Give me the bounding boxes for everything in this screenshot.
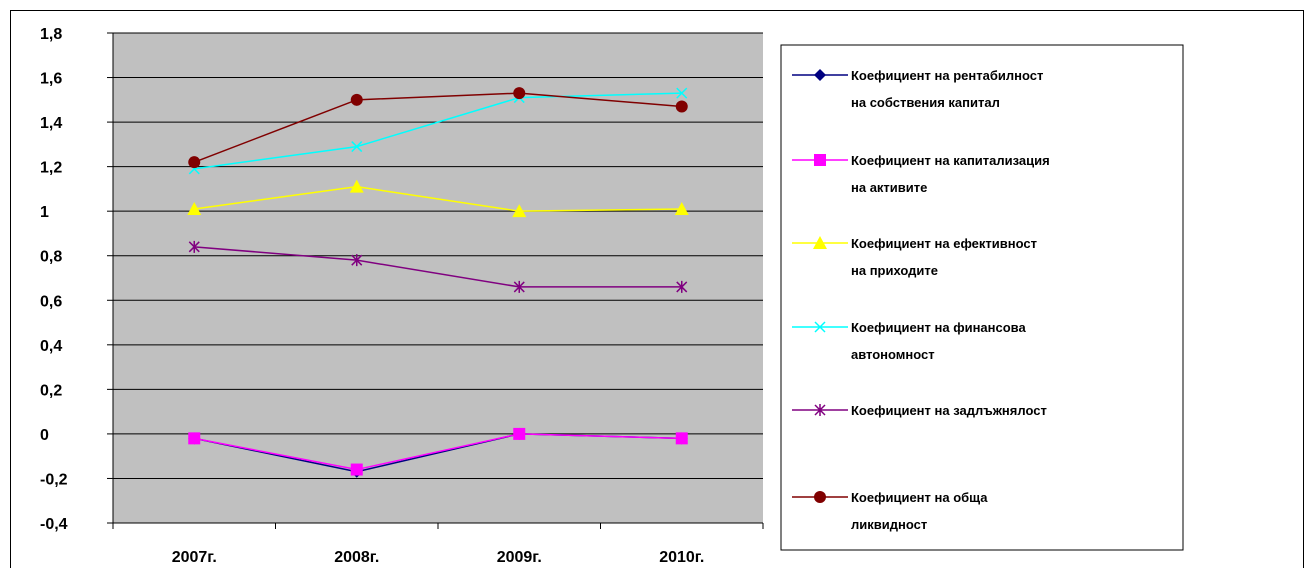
- data-point: [513, 427, 526, 440]
- legend-marker: [813, 236, 827, 249]
- legend-marker: [814, 491, 826, 503]
- legend-label: Коефициент на капитализация: [851, 153, 1050, 168]
- legend: [780, 44, 1184, 551]
- legend-label: автономност: [851, 347, 935, 362]
- data-point: [351, 254, 363, 267]
- y-tick-label: 0,2: [40, 382, 62, 399]
- legend-label: Коефициент на финансова: [851, 320, 1027, 335]
- series-line: [194, 185, 682, 212]
- series-line: [194, 246, 682, 288]
- data-point: [675, 432, 688, 445]
- legend-marker: [814, 154, 826, 166]
- legend-entry: Коефициент на ефективност на приходите: [792, 236, 1037, 278]
- legend-label: Коефициент на ефективност: [851, 236, 1037, 251]
- legend-label: на приходите: [851, 263, 938, 278]
- legend-entry: Коефициент на финансова автономност: [792, 320, 1027, 362]
- x-tick-label: 2010г.: [659, 549, 704, 566]
- data-point: [349, 179, 364, 193]
- axes: 1,8 1,6 1,4 1,2 1 0,8 0,6 0,4 0,2 0 -0,2 -0,4 2007г.…: [40, 26, 764, 566]
- legend-label: на собствения капитал: [851, 95, 1000, 110]
- y-tick-label: 0: [40, 427, 49, 444]
- data-point: [350, 93, 363, 106]
- data-point: [676, 280, 688, 293]
- data-point: [188, 240, 200, 253]
- y-tick-label: -0,2: [40, 471, 68, 488]
- series-line: [193, 92, 682, 163]
- x-tick-label: 2009г.: [497, 549, 542, 566]
- legend-marker: [814, 404, 826, 416]
- y-tick-label: 1: [40, 204, 49, 221]
- legend-entry: Коефициент на обща ликвидност: [792, 490, 988, 532]
- series-lines: [187, 87, 689, 478]
- data-point: [513, 87, 526, 100]
- legend-entries: Коефициент на рентабилност на собствения …: [792, 68, 1050, 532]
- series-3: [187, 179, 689, 218]
- legend-marker: [814, 321, 826, 333]
- data-point: [188, 432, 201, 445]
- series-line: [194, 92, 682, 170]
- data-point: [188, 156, 201, 169]
- series-6: [188, 87, 688, 169]
- data-point: [513, 280, 525, 293]
- legend-label: Коефициент на обща: [851, 490, 988, 505]
- legend-label: на активите: [851, 180, 927, 195]
- y-tick-label: 0,4: [40, 338, 62, 355]
- x-tick-label: 2007г.: [172, 549, 217, 566]
- legend-entry: Коефициент на задлъжнялост: [792, 403, 1047, 418]
- legend-marker: [814, 69, 826, 81]
- legend-label: ликвидност: [851, 517, 927, 532]
- data-point: [676, 87, 688, 99]
- y-tick-label: 1,8: [40, 26, 62, 43]
- data-point: [351, 141, 363, 153]
- y-tick-label: 0,6: [40, 293, 62, 310]
- legend-label: Коефициент на рентабилност: [851, 68, 1043, 83]
- x-tick-label: 2008г.: [334, 549, 379, 566]
- y-tick-label: 1,6: [40, 71, 62, 88]
- data-point: [512, 204, 527, 218]
- chart-frame: [10, 10, 1304, 568]
- series-line: [194, 433, 682, 471]
- y-tick-label: 1,4: [40, 115, 62, 132]
- data-point: [187, 201, 202, 215]
- legend-entry: Коефициент на капитализация на активите: [792, 153, 1050, 195]
- legend-entry: Коефициент на рентабилност на собствения …: [792, 68, 1043, 110]
- data-point: [675, 100, 688, 113]
- plot-area: [113, 33, 763, 523]
- data-point: [674, 201, 689, 215]
- y-tick-label: 0,8: [40, 249, 62, 266]
- series-5: [188, 240, 688, 293]
- y-tick-label: -0,4: [40, 516, 68, 533]
- y-tick-label: 1,2: [40, 160, 62, 177]
- data-point: [350, 463, 363, 476]
- legend-label: Коефициент на задлъжнялост: [851, 403, 1047, 418]
- series-2: [188, 427, 688, 476]
